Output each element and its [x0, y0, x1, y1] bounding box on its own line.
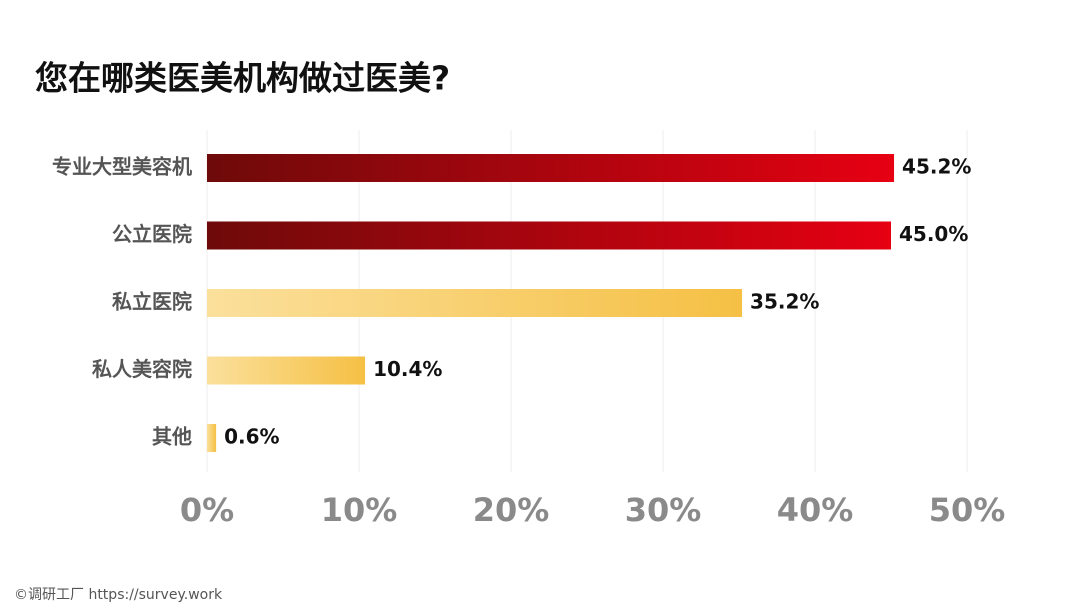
y-tick-label: 公立医院 — [112, 222, 192, 246]
value-label: 45.2% — [902, 155, 971, 179]
value-label: 35.2% — [750, 290, 819, 314]
value-label: 0.6% — [224, 425, 279, 449]
x-tick-label: 0% — [180, 491, 234, 529]
value-label: 45.0% — [899, 222, 968, 246]
bar — [207, 356, 366, 385]
bar — [207, 221, 891, 250]
y-tick-label: 私人美容院 — [92, 357, 192, 381]
x-tick-label: 10% — [321, 491, 398, 529]
value-label: 10.4% — [373, 357, 442, 381]
x-tick-label: 40% — [777, 491, 854, 529]
chart-title: 您在哪类医美机构做过医美? — [35, 59, 450, 98]
bar — [207, 154, 895, 182]
y-tick-label: 私立医院 — [112, 290, 192, 314]
footer: ©调研工厂 https://survey.work — [14, 587, 223, 603]
x-tick-label: 30% — [625, 491, 702, 529]
bar — [207, 424, 217, 452]
y-tick-label: 其他 — [152, 425, 192, 449]
x-tick-label: 20% — [473, 491, 550, 529]
y-tick-label: 专业大型美容机 — [52, 155, 192, 179]
x-tick-label: 50% — [929, 491, 1006, 529]
bar — [207, 289, 743, 317]
